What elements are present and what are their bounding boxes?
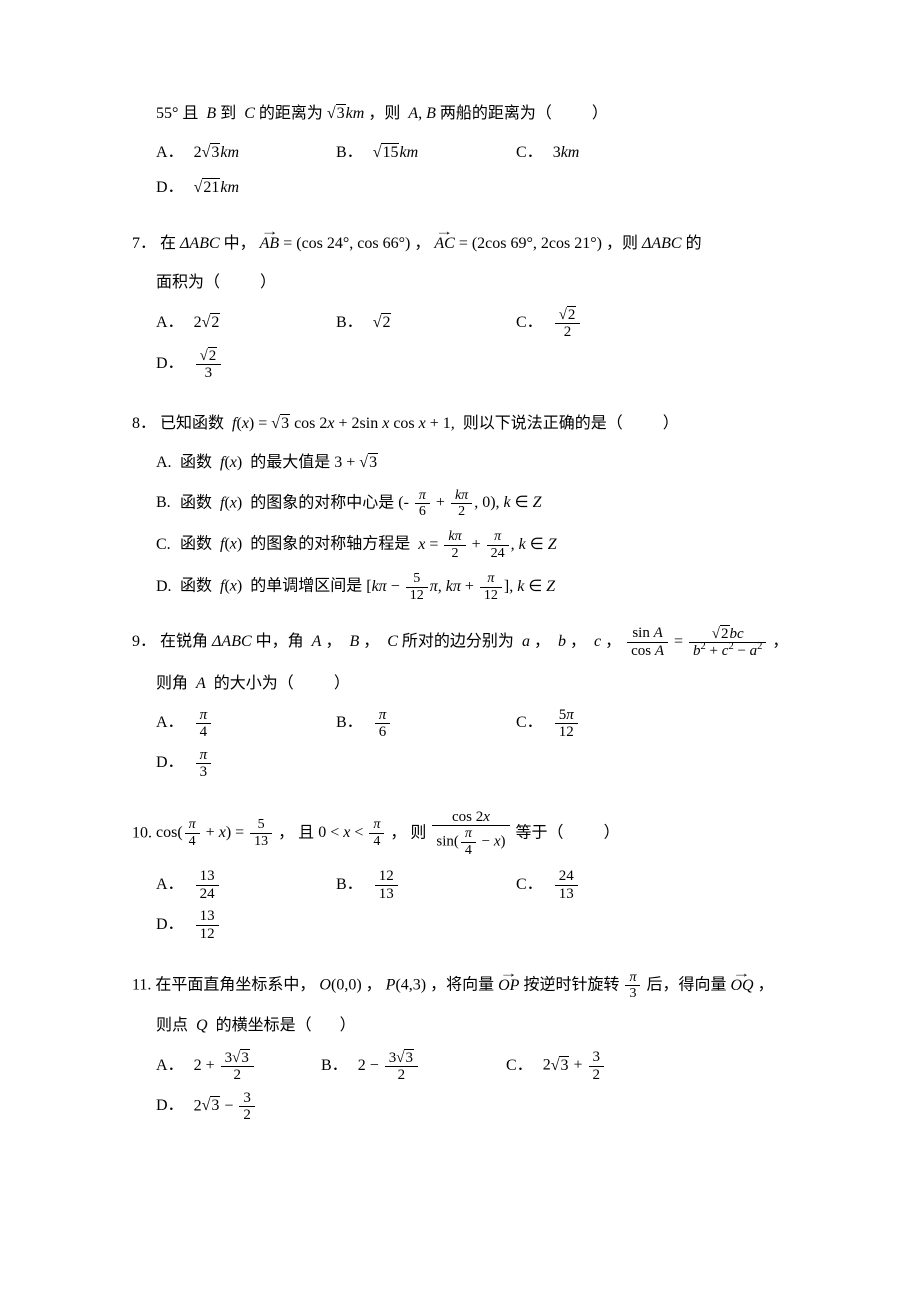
q10-choice-a: A． 1324 — [156, 868, 326, 902]
q8-t3: ） — [663, 415, 679, 432]
question-8: 8． 已知函数 f(x) = 3 cos 2x + 2sin x cos x +… — [100, 410, 820, 603]
q11-choice-b: B． 2 − 332 — [321, 1049, 496, 1084]
q11-num: 11. — [132, 977, 151, 994]
q11-t1: 在平面直角坐标系中， — [155, 977, 315, 994]
question-7: 7． 在 ΔABC 中， AB = (cos 24°, cos 66°) ， A… — [100, 230, 820, 388]
q11-stem: 11. 在平面直角坐标系中， O(0,0) ， P(4,3) ，将向量 OP 按… — [100, 970, 820, 1002]
q11-choice-a: A． 2 + 332 — [156, 1049, 311, 1084]
q7-l2: 面积为（ — [156, 274, 220, 291]
q11-choice-d: D． 23 − 32 — [156, 1090, 296, 1124]
q9-choice-a: A． π4 — [156, 707, 326, 741]
q7-t5: 的 — [686, 235, 702, 252]
q10-choices: A． 1324 B． 1213 C． 2413 D． 1312 — [100, 868, 820, 948]
q7-choice-d: D． 23 — [156, 347, 326, 382]
q8-num: 8． — [132, 415, 156, 432]
q7-t2: 中， — [224, 235, 256, 252]
q9-num: 9． — [132, 633, 156, 650]
q7-t1: 在 — [160, 235, 176, 252]
q9-t1: 在锐角 — [160, 633, 208, 650]
q11-choice-c: C． 23 + 32 — [506, 1049, 691, 1084]
q10-choice-c: C． 2413 — [516, 868, 686, 902]
q7-choice-a: A． 22 — [156, 306, 326, 341]
q6-stem: 55° 且 B 到 C 的距离为 3km ，则 A, B 两船的距离为（） — [100, 100, 820, 129]
question-11: 11. 在平面直角坐标系中， O(0,0) ， P(4,3) ，将向量 OP 按… — [100, 970, 820, 1130]
q11-stem2: 则点 Q 的横坐标是（） — [100, 1012, 820, 1041]
q10-choice-b: B． 1213 — [336, 868, 506, 902]
q6-choice-c: C． 3km — [516, 139, 686, 168]
q6-t5: 两船的距离为（ — [440, 105, 552, 122]
q11-t4: 按逆时针旋转 — [523, 977, 619, 994]
q6-choice-b: B． 15km — [336, 139, 506, 168]
q6-choice-a: A． 23km — [156, 139, 326, 168]
q7-stem: 7． 在 ΔABC 中， AB = (cos 24°, cos 66°) ， A… — [100, 230, 820, 259]
q9-stem: 9． 在锐角 ΔABC 中，角 A ， B ， C 所对的边分别为 a ， b … — [100, 625, 820, 660]
q7-choices: A． 22 B． 2 C． 22 D． 23 — [100, 306, 820, 388]
q7-stem2: 面积为（ ） — [100, 269, 820, 298]
q10-t2: ， 则 — [390, 824, 426, 841]
q8-opt-c: C. 函数 f(x) 的图象的对称轴方程是 x = kπ2 + π24, k ∈… — [100, 529, 820, 561]
q11-choices: A． 2 + 332 B． 2 − 332 C． 23 + 32 D． 23 −… — [100, 1049, 820, 1130]
q7-choice-c: C． 22 — [516, 306, 686, 341]
q6-t6: ） — [592, 105, 608, 122]
q6-t1: 55° 且 — [156, 105, 198, 122]
q6-choices: A． 23km B． 15km C． 3km D． 21km — [100, 139, 820, 209]
q8-stem: 8． 已知函数 f(x) = 3 cos 2x + 2sin x cos x +… — [100, 410, 820, 439]
q6-t2: 到 — [220, 105, 236, 122]
q10-num: 10. — [132, 824, 152, 841]
q6-choice-d: D． 21km — [156, 174, 326, 203]
q10-t1: ， 且 — [278, 824, 314, 841]
question-6: 55° 且 B 到 C 的距离为 3km ，则 A, B 两船的距离为（） A．… — [100, 100, 820, 208]
q11-t3: ，将向量 — [430, 977, 494, 994]
q11-t6: ， — [758, 977, 774, 994]
q9-choice-d: D． π3 — [156, 747, 326, 781]
q8-t1: 已知函数 — [160, 415, 224, 432]
q10-t3: 等于（ — [516, 824, 564, 841]
q8-opt-d: D. 函数 f(x) 的单调增区间是 [kπ − 512π, kπ + π12]… — [100, 571, 820, 603]
q9-t2: 中，角 — [256, 633, 304, 650]
q8-opt-b: B. 函数 f(x) 的图象的对称中心是 (- π6 + kπ2, 0), k … — [100, 488, 820, 520]
q9-choice-b: B． π6 — [336, 707, 506, 741]
q7-choice-b: B． 2 — [336, 306, 506, 341]
q9-choices: A． π4 B． π6 C． 5π12 D． π3 — [100, 707, 820, 787]
q7-t4: ，则 — [606, 235, 638, 252]
q11-t5: 后，得向量 — [646, 977, 726, 994]
q6-t3: 的距离为 — [259, 105, 323, 122]
q6-t4: ，则 — [368, 105, 400, 122]
q11-t2: ， — [366, 977, 382, 994]
question-9: 9． 在锐角 ΔABC 中，角 A ， B ， C 所对的边分别为 a ， b … — [100, 625, 820, 787]
q10-t4: ） — [604, 824, 620, 841]
question-10: 10. cos(π4 + x) = 513 ， 且 0 < x < π4 ， 则… — [100, 809, 820, 948]
q7-l2e: ） — [260, 274, 276, 291]
q9-stem2: 则角 A 的大小为（） — [100, 670, 820, 699]
q9-choice-c: C． 5π12 — [516, 707, 686, 741]
q10-choice-d: D． 1312 — [156, 908, 326, 942]
q10-stem: 10. cos(π4 + x) = 513 ， 且 0 < x < π4 ， 则… — [100, 809, 820, 858]
q8-t2: 则以下说法正确的是（ — [463, 415, 623, 432]
q8-opt-a: A. 函数 f(x) 的最大值是 3 + 3 — [100, 449, 820, 478]
q7-num: 7． — [132, 235, 156, 252]
